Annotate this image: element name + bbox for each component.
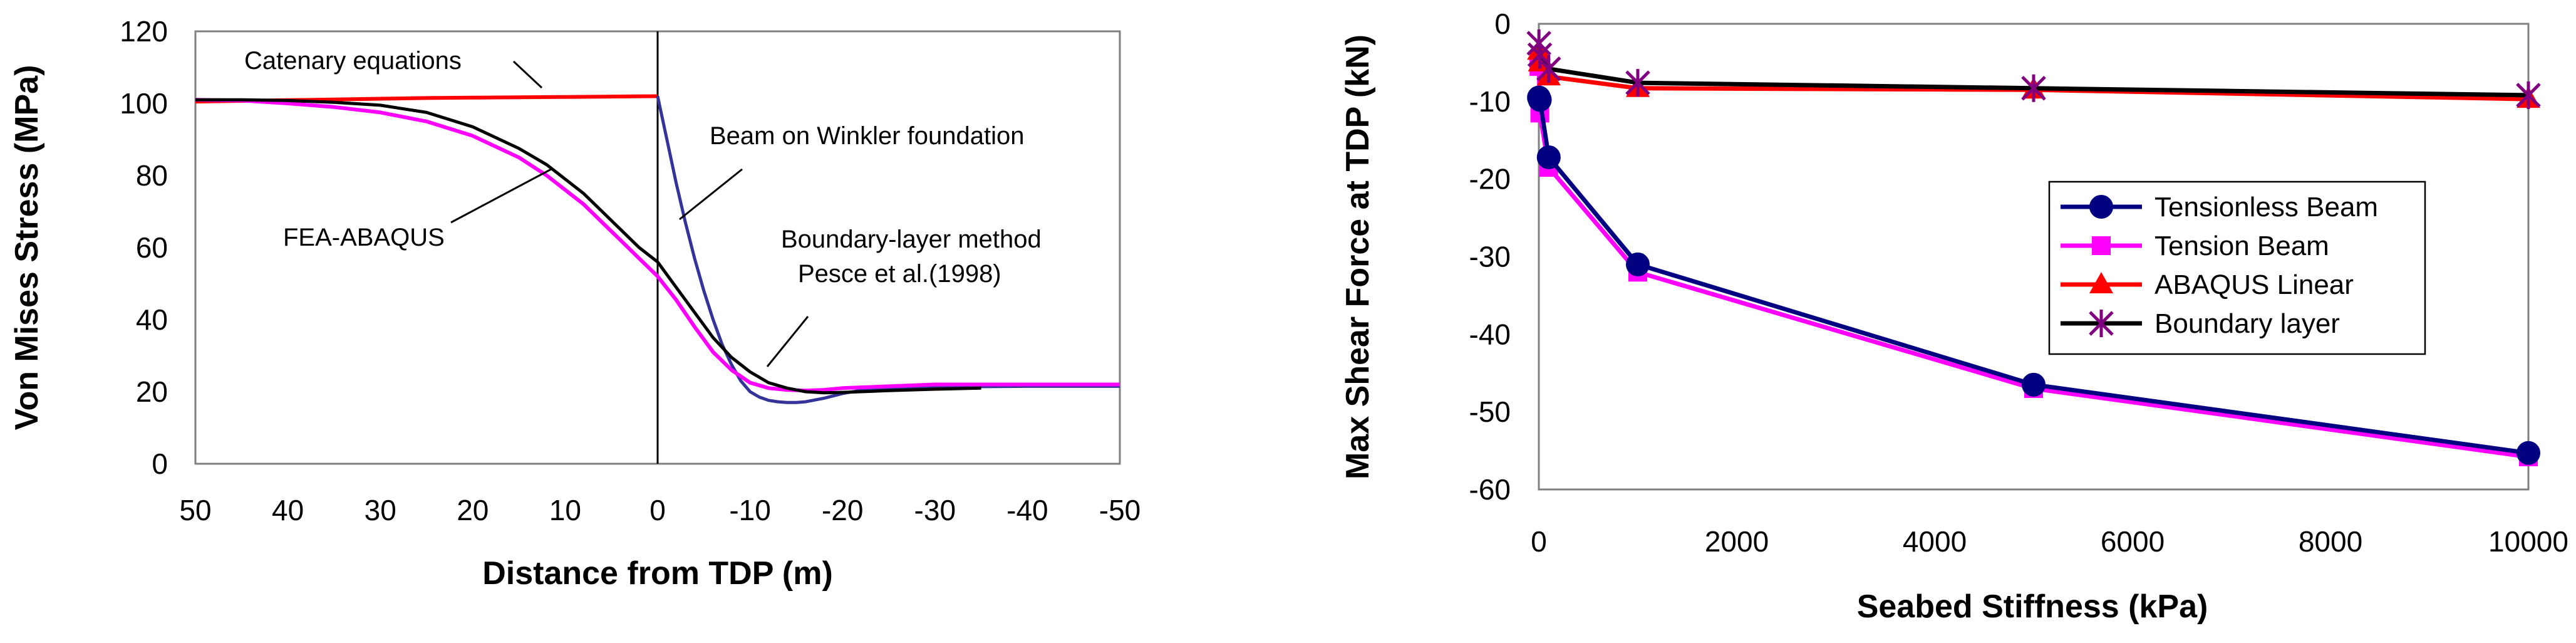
annotation-winkler: Beam on Winkler foundation [710,122,1025,150]
stress-chart-y-tick-6: 120 [120,15,168,48]
series-tensionless-beam-point-3 [1626,252,1650,276]
stress-chart-x-tick-3: 20 [457,494,489,526]
series-tensionless-beam-point-4 [2022,372,2046,397]
stress-chart-y-tick-3: 60 [136,231,168,264]
series-tensionless-beam-point-2 [1536,145,1561,169]
shear-chart-x-tick-2: 4000 [1903,525,1967,558]
stress-chart-x-tick-5: 0 [649,494,666,526]
shear-chart-y-tick-1: -10 [1469,85,1511,118]
legend-tension-beam-marker [2092,236,2111,255]
stress-chart-x-tick-2: 30 [365,494,396,526]
shear-chart-x-tick-4: 8000 [2299,525,2362,558]
shear-chart-y-tick-0: 0 [1494,8,1511,40]
legend-tensionless-beam-marker [2089,195,2113,219]
series-tensionless-beam-point-5 [2517,441,2540,465]
stress-chart-x-tick-0: 50 [179,494,211,526]
annotation-catenary: Catenary equations [244,47,462,75]
shear-chart-x-tick-3: 6000 [2101,525,2165,558]
annotation-pesce: Pesce et al.(1998) [798,260,1001,288]
stress-chart-y-tick-4: 80 [136,159,168,192]
stress-chart-x-tick-1: 40 [272,494,304,526]
shear-chart-x-label: Seabed Stiffness (kPa) [1857,588,2208,625]
annotation-fea: FEA-ABAQUS [283,224,445,251]
legend-abaqus-linear-marker [2089,272,2113,293]
stress-chart-y-tick-5: 100 [120,87,168,120]
series-boundary-layer-line [195,98,981,395]
shear-chart-series [1526,29,2541,466]
series-boundary-layer-point-2 [1536,55,1561,83]
legend-tensionless-beam-label: Tensionless Beam [2154,192,2378,222]
annotation-boundary-layer: Boundary-layer method [781,226,1042,253]
stress-chart-x-tick-7: -20 [822,494,863,526]
annotation-winkler-leader [679,168,743,221]
annotation-fea-leader [450,168,552,224]
shear-chart-x-tick-0: 0 [1531,525,1547,558]
stress-chart-x-tick-4: 10 [549,494,581,526]
shear-chart-x-tick-1: 2000 [1705,525,1769,558]
series-boundary-layer-point-5 [2516,81,2541,109]
series-winkler-line [656,95,1120,404]
stress-chart-x-tick-9: -40 [1006,494,1048,526]
shear-chart-y-tick-4: -40 [1469,318,1511,350]
stress-chart-x-tick-6: -10 [729,494,770,526]
shear-chart: 0 -10 -20 -30 -40 -50 -60 0 2000 4000 6000 8000 1000… [1340,8,2568,625]
legend-abaqus-linear-label: ABAQUS Linear [2154,269,2354,300]
shear-chart-x-tick-5: 10000 [2488,525,2568,558]
shear-chart-y-label: Max Shear Force at TDP (kN) [1340,34,1376,479]
annotation-catenary-leader [512,60,543,89]
stress-chart-annotations: Catenary equations Beam on Winkler found… [244,47,1042,367]
stress-chart-y-tick-0: 0 [152,447,168,480]
stress-chart-x-tick-8: -30 [914,494,956,526]
shear-chart-y-tick-6: -60 [1469,473,1511,506]
shear-chart-ticks: 0 -10 -20 -30 -40 -50 -60 0 2000 4000 6000 8000 1000… [1469,8,2568,558]
legend-tension-beam-label: Tension Beam [2154,231,2329,261]
stress-chart-y-label: Von Mises Stress (MPa) [9,65,45,431]
series-fea-abaqus-line [195,98,1120,393]
stress-chart-series [195,31,1120,464]
legend-boundary-layer-label: Boundary layer [2154,308,2340,339]
shear-chart-y-tick-3: -30 [1469,241,1511,273]
annotation-boundary-layer-leader [766,316,809,367]
legend-boundary-layer-marker [2089,310,2114,337]
stress-chart-y-tick-1: 20 [136,375,168,408]
shear-chart-y-tick-5: -50 [1469,395,1511,428]
legend: Tensionless Beam Tension Beam ABAQUS Linea… [2048,180,2426,355]
series-tensionless-beam-point-1 [1528,88,1552,112]
stress-chart-x-tick-10: -50 [1099,494,1141,526]
stress-chart-y-tick-2: 40 [136,303,168,336]
series-boundary-layer-point-3 [1625,69,1650,97]
series-boundary-layer-point-4 [2021,74,2046,102]
shear-chart-y-tick-2: -20 [1469,163,1511,196]
stress-chart-x-label: Distance from TDP (m) [482,555,833,592]
